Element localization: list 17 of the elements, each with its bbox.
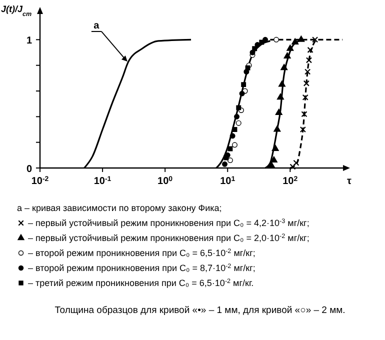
legend-label: – третий режим проникновения при C₀ = 6,5·10$^{-2}$ мг/кг. — [28, 278, 254, 288]
x-axis-title: τ — [347, 176, 352, 187]
y-tick-label: 1 — [26, 36, 32, 47]
y-axis-title: J(t)/J$_{ст}$ — [1, 4, 32, 18]
x-tick-label: 10$^{0}$ — [158, 176, 173, 187]
x-tick-label: 10$^{-1}$ — [94, 176, 112, 187]
x-tick-label: 10$^{1}$ — [220, 176, 236, 187]
x-tick-label: 10$^{2}$ — [282, 176, 298, 187]
x-tick-label: 10$^{-2}$ — [31, 176, 49, 187]
legend-label: – второй режим проникновения при C₀ = 8,7·10$^{-2}$ мг/кг; — [28, 262, 256, 273]
text: a – кривая зависимости по второму закону Фика; — [17, 203, 222, 213]
text: Толщина образцов для кривой «•» – 1 мм, для кривой «○» – 2 мм. — [54, 305, 346, 316]
y-tick-label: 0 — [26, 164, 32, 175]
legend-label: – первый устойчивый режим проникновения при C₀ = 2,0·10$^{-2}$ мг/кг; — [28, 232, 310, 243]
legend-label: – первый устойчивый режим проникновения при C₀ = 4,2·10$^{-3}$ мг/кг; — [28, 218, 310, 228]
annotation: a — [94, 20, 100, 32]
legend-label: – второй режим проникновения при C₀ = 6,5·10$^{-2}$ мг/кг; — [28, 248, 256, 258]
